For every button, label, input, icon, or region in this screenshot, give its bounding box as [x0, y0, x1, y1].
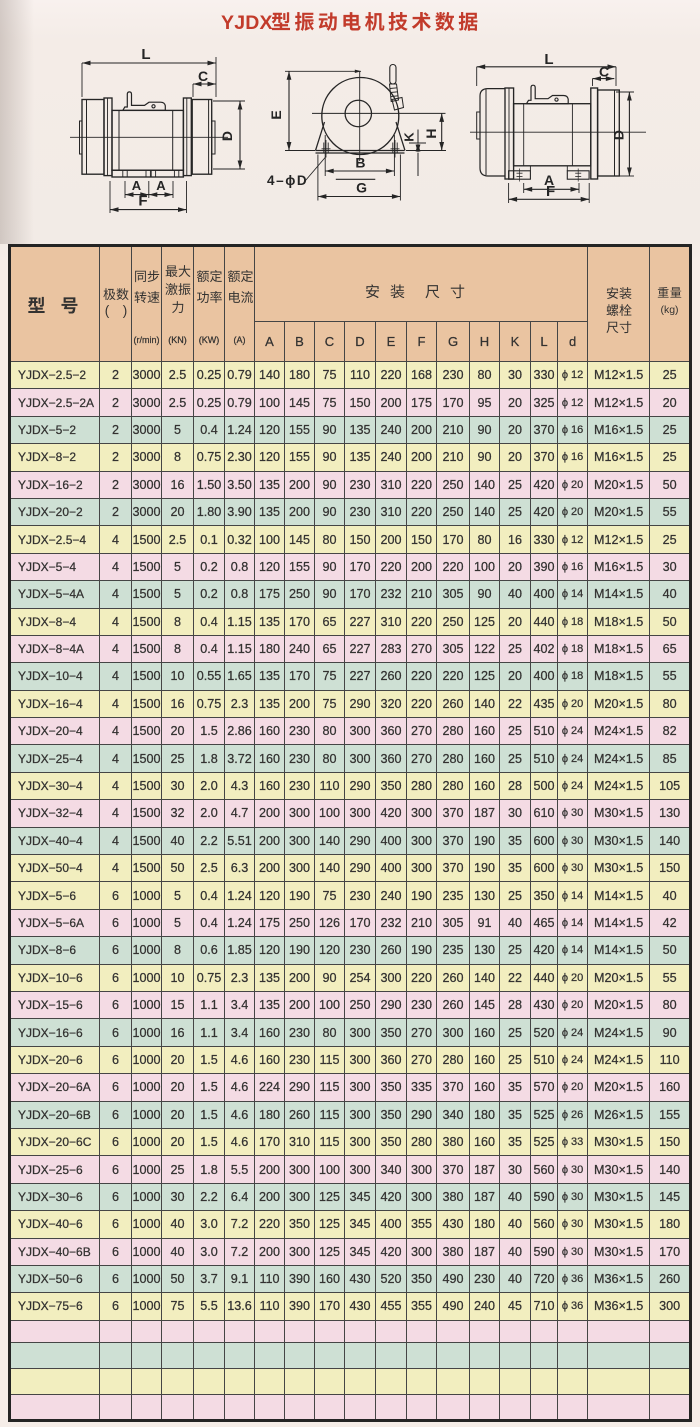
svg-text:K: K — [402, 132, 417, 142]
svg-text:F: F — [546, 183, 555, 200]
svg-text:D: D — [219, 131, 235, 141]
svg-text:C: C — [599, 64, 609, 80]
svg-text:E: E — [268, 110, 284, 119]
svg-text:A: A — [156, 178, 166, 193]
svg-text:L: L — [544, 51, 553, 68]
svg-text:YJDX: YJDX — [221, 12, 273, 34]
svg-text:( ): ( ) — [105, 303, 128, 318]
svg-text:B: B — [355, 155, 365, 171]
svg-text:A: A — [544, 172, 554, 188]
svg-text:F: F — [138, 193, 147, 210]
svg-text:4–ϕD: 4–ϕD — [267, 173, 308, 188]
svg-text:(kg): (kg) — [660, 304, 678, 316]
svg-text:L: L — [141, 46, 150, 63]
svg-text:A: A — [132, 178, 142, 193]
svg-text:D: D — [611, 130, 627, 140]
svg-text:H: H — [423, 128, 439, 138]
svg-text:C: C — [198, 68, 208, 84]
svg-text:G: G — [356, 180, 367, 196]
